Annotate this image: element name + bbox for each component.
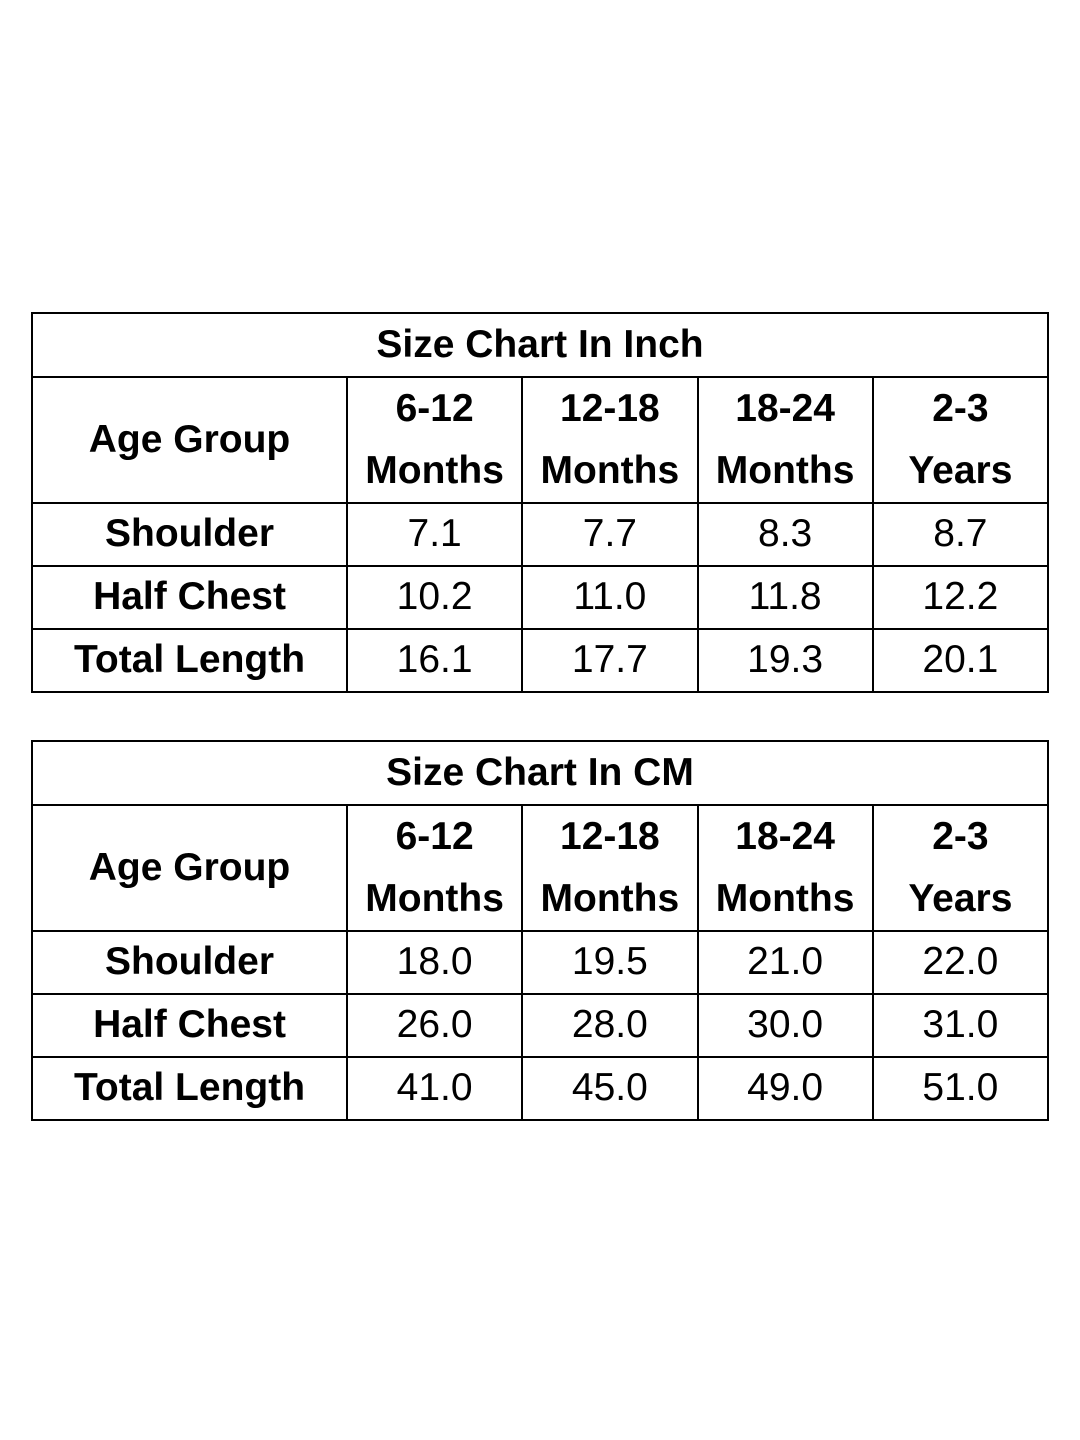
column-header-line1: 12-18: [560, 387, 660, 430]
column-header: 2-3 Years: [871, 804, 1050, 932]
table-cell: 26.0: [345, 993, 524, 1058]
column-header-line1: 18-24: [735, 815, 835, 858]
column-header-line2: Months: [365, 877, 504, 920]
table-cell: 10.2: [345, 565, 524, 630]
column-header-line2: Months: [715, 449, 855, 492]
table-cell: 21.0: [696, 930, 874, 995]
age-group-header: Age Group: [31, 376, 348, 504]
row-label: Total Length: [31, 628, 348, 693]
table-cell: 49.0: [696, 1056, 874, 1121]
table-cell: 11.0: [521, 565, 699, 630]
row-label: Shoulder: [31, 502, 348, 567]
size-chart-cm-table: Size Chart In CM Age Group 6-12 Months 12…: [31, 740, 1050, 1121]
table-cell: 28.0: [521, 993, 699, 1058]
column-header: 12-18 Months: [521, 376, 699, 504]
table-cell: 22.0: [871, 930, 1050, 995]
table-row: Half Chest 26.0 28.0 30.0 31.0: [31, 993, 1050, 1058]
row-label: Shoulder: [31, 930, 348, 995]
table-cell: 51.0: [871, 1056, 1050, 1121]
table-row: Shoulder 18.0 19.5 21.0 22.0: [31, 930, 1050, 995]
table-header-row: Age Group 6-12 Months 12-18 Months 18-24 Mo…: [31, 804, 1050, 932]
column-header-line1: 12-18: [560, 815, 660, 858]
column-header-line2: Years: [908, 877, 1013, 920]
column-header-line2: Months: [715, 877, 855, 920]
table-cell: 11.8: [696, 565, 874, 630]
table-title-row: Size Chart In Inch: [31, 312, 1049, 378]
table-cell: 8.7: [871, 502, 1050, 567]
column-header: 18-24 Months: [696, 376, 874, 504]
table-cell: 7.7: [521, 502, 699, 567]
column-header-line2: Months: [365, 449, 504, 492]
table-cell: 45.0: [521, 1056, 699, 1121]
column-header-line1: 2-3: [932, 387, 989, 430]
row-label: Half Chest: [31, 565, 348, 630]
table-row: Shoulder 7.1 7.7 8.3 8.7: [31, 502, 1050, 567]
table-title-row: Size Chart In CM: [31, 740, 1049, 806]
table-cell: 19.5: [521, 930, 699, 995]
table-row: Total Length 41.0 45.0 49.0 51.0: [31, 1056, 1050, 1121]
row-label: Total Length: [31, 1056, 348, 1121]
column-header-line2: Years: [908, 449, 1013, 492]
table-row: Total Length 16.1 17.7 19.3 20.1: [31, 628, 1050, 693]
column-header-line1: 2-3: [932, 815, 989, 858]
table-title: Size Chart In CM: [31, 740, 1049, 806]
table-cell: 41.0: [345, 1056, 524, 1121]
column-header-line2: Months: [540, 449, 680, 492]
column-header: 18-24 Months: [696, 804, 874, 932]
size-chart-inch-table: Size Chart In Inch Age Group 6-12 Months …: [31, 312, 1050, 693]
table-cell: 7.1: [345, 502, 524, 567]
table-cell: 31.0: [871, 993, 1050, 1058]
table-row: Half Chest 10.2 11.0 11.8 12.2: [31, 565, 1050, 630]
column-header: 2-3 Years: [871, 376, 1050, 504]
age-group-header: Age Group: [31, 804, 348, 932]
table-cell: 19.3: [696, 628, 874, 693]
table-cell: 30.0: [696, 993, 874, 1058]
row-label: Half Chest: [31, 993, 348, 1058]
column-header-line2: Months: [540, 877, 680, 920]
column-header-line1: 6-12: [395, 387, 474, 430]
column-header-line1: 6-12: [395, 815, 474, 858]
column-header-line1: 18-24: [735, 387, 835, 430]
table-cell: 20.1: [871, 628, 1050, 693]
table-title: Size Chart In Inch: [31, 312, 1049, 378]
column-header: 6-12 Months: [345, 804, 524, 932]
table-cell: 18.0: [345, 930, 524, 995]
column-header: 6-12 Months: [345, 376, 524, 504]
table-cell: 17.7: [521, 628, 699, 693]
table-cell: 16.1: [345, 628, 524, 693]
column-header: 12-18 Months: [521, 804, 699, 932]
table-cell: 8.3: [696, 502, 874, 567]
table-header-row: Age Group 6-12 Months 12-18 Months 18-24 Mo…: [31, 376, 1050, 504]
table-cell: 12.2: [871, 565, 1050, 630]
